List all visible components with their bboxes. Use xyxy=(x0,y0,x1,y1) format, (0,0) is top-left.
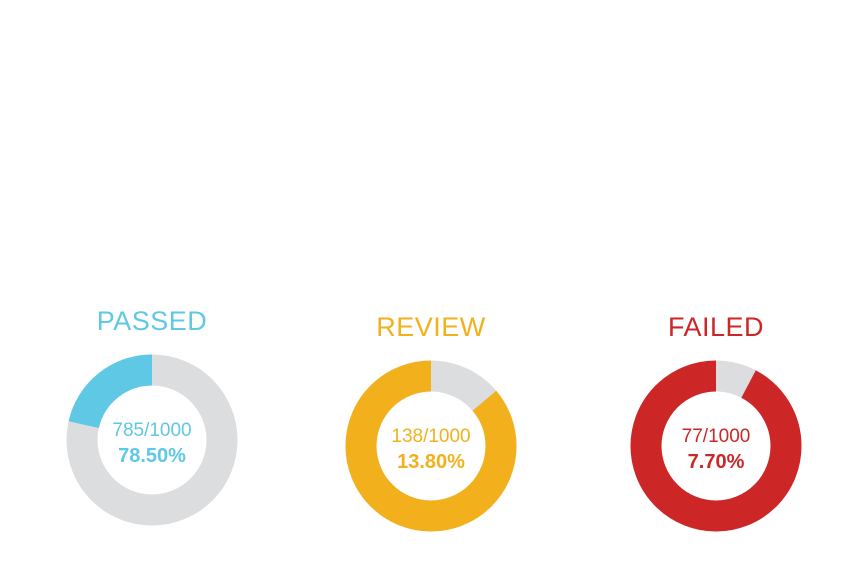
gauge-title-review: REVIEW xyxy=(376,312,486,342)
fraction-label-passed: 785/1000 xyxy=(112,420,192,441)
percent-label-review: 13.80% xyxy=(397,451,465,473)
gauge-title-failed: FAILED xyxy=(667,312,765,342)
percent-label-failed: 7.70% xyxy=(687,451,745,473)
donut-arc-failed xyxy=(630,360,802,532)
donut-arc-review xyxy=(345,360,517,532)
gauge-review: REVIEW 138/1000 13.80% xyxy=(341,312,521,552)
gauge-failed: FAILED 77/1000 7.70% xyxy=(626,312,806,552)
percent-label-passed: 78.50% xyxy=(118,445,186,467)
donut-failed xyxy=(630,360,802,532)
gauge-title-passed: PASSED xyxy=(96,306,208,336)
donut-passed xyxy=(66,354,238,526)
gauge-passed: PASSED 785/1000 78.50% xyxy=(62,306,242,546)
donut-review xyxy=(345,360,517,532)
fraction-label-review: 138/1000 xyxy=(391,426,471,447)
donut-arc-passed xyxy=(66,354,238,526)
fraction-label-failed: 77/1000 xyxy=(681,426,751,447)
